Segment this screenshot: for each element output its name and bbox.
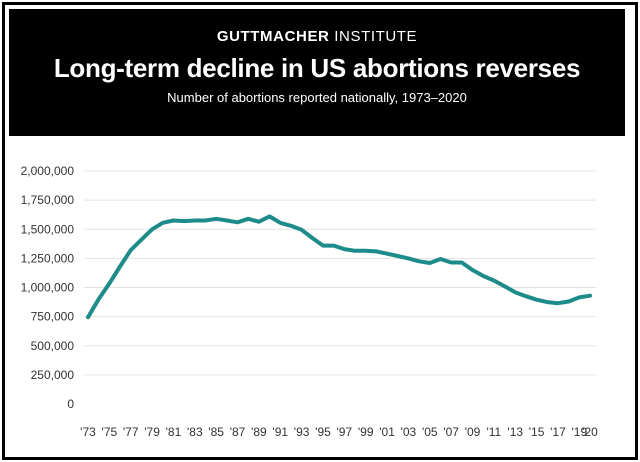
x-axis-ticks: '73 '75 '77 '79 '81 '83 '85 '87 '89 '91 '93 '95 '97 '…	[80, 425, 598, 439]
x-tick-label: '89	[251, 425, 267, 439]
y-tick-label: 1,000,000	[21, 281, 75, 295]
x-tick-label: '83	[187, 425, 203, 439]
x-tick-label: '17	[550, 425, 566, 439]
x-tick-label: '95	[315, 425, 331, 439]
y-tick-label: 250,000	[31, 368, 75, 382]
brand-name-bold: GUTTMACHER	[216, 28, 330, 45]
x-tick-label: '73	[80, 425, 96, 439]
x-tick-label: '91	[272, 425, 288, 439]
y-axis-ticks: 2,000,000 1,750,000 1,500,000 1,250,000 1,00…	[21, 164, 75, 411]
x-tick-label: '11	[486, 425, 501, 439]
series-line-abortions	[86, 214, 592, 320]
x-tick-label: '75	[102, 425, 118, 439]
x-tick-label: '93	[294, 425, 310, 439]
gridlines	[84, 170, 596, 376]
y-tick-label: 750,000	[31, 310, 75, 324]
chart-header: GUTTMACHER INSTITUTE Long-term decline i…	[9, 9, 625, 136]
x-tick-label: '85	[208, 425, 224, 439]
brand-logo: GUTTMACHER INSTITUTE	[9, 28, 625, 45]
x-tick-label: '99	[358, 425, 374, 439]
x-tick-label: '87	[230, 425, 246, 439]
x-tick-label: '05	[422, 425, 438, 439]
chart-subtitle: Number of abortions reported nationally,…	[167, 90, 467, 105]
y-tick-label: 0	[67, 397, 74, 411]
x-tick-label: '07	[443, 425, 459, 439]
chart-title: Long-term decline in US abortions revers…	[53, 53, 581, 83]
y-tick-label: 500,000	[31, 339, 75, 353]
x-tick-label: '77	[123, 425, 139, 439]
y-tick-label: 1,750,000	[21, 193, 75, 207]
x-tick-label: '01	[379, 425, 395, 439]
y-tick-label: 2,000,000	[21, 164, 75, 178]
x-tick-label: '19	[571, 425, 587, 439]
x-tick-label: '03	[401, 425, 417, 439]
brand-name-light: INSTITUTE	[334, 28, 418, 45]
x-tick-label: '13	[507, 425, 523, 439]
x-tick-label: '20	[582, 425, 598, 439]
x-tick-label: '81	[166, 425, 182, 439]
y-tick-label: 1,500,000	[21, 222, 75, 236]
y-tick-label: 1,250,000	[21, 251, 75, 265]
x-tick-label: '97	[337, 425, 353, 439]
x-tick-label: '79	[144, 425, 160, 439]
series-group	[86, 214, 592, 320]
x-tick-label: '15	[529, 425, 545, 439]
x-tick-label: '09	[465, 425, 481, 439]
